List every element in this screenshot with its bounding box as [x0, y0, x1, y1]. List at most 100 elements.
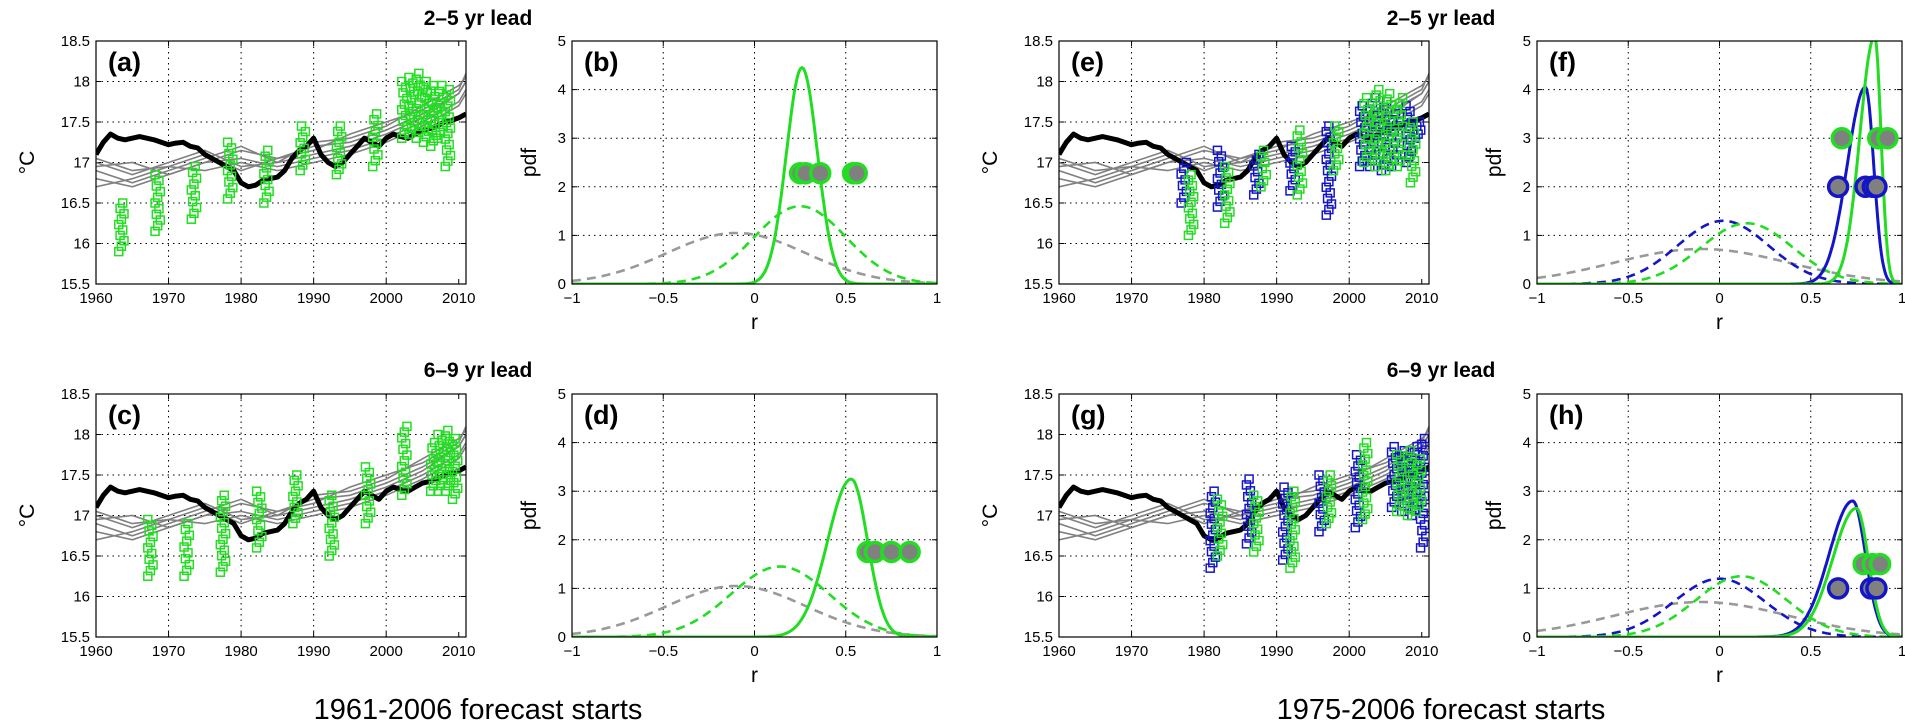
hindcast-marker-green: [1287, 502, 1298, 513]
y-tick-label: 18: [1036, 74, 1053, 91]
axes-frame: [571, 393, 938, 638]
correlation-marker-green: [880, 540, 903, 564]
hindcast-marker-green: [440, 431, 451, 441]
x-tick-label: 1970: [1115, 290, 1148, 307]
hindcast-marker-green: [1258, 145, 1269, 156]
hindcast-marker-green: [1183, 203, 1194, 213]
hindcast-marker-green: [1324, 486, 1334, 496]
hindcast-marker-green: [251, 486, 262, 496]
hindcast-marker-green: [1370, 161, 1380, 172]
hindcast-marker-green: [1393, 115, 1404, 126]
hindcast-marker-green: [447, 494, 458, 505]
hindcast-marker-green: [115, 230, 125, 241]
hindcast-marker-green: [360, 518, 371, 529]
pdf-curve-green-solid: [572, 65, 937, 284]
hindcast-marker-green: [1383, 160, 1394, 170]
x-tick-label: 1960: [79, 643, 112, 660]
y-axis-label: pdf: [518, 148, 541, 177]
y-tick-label: 5: [1523, 386, 1531, 403]
hindcast-marker-green: [441, 442, 452, 452]
hindcast-marker-blue: [1244, 503, 1254, 514]
hindcast-marker-blue: [1418, 537, 1428, 547]
hindcast-marker-green: [298, 160, 308, 170]
hindcast-marker-green: [222, 137, 233, 147]
hindcast-marker-green: [1382, 94, 1392, 104]
y-tick-label: 18.5: [61, 386, 90, 403]
y-tick-label: 4: [1523, 435, 1531, 452]
x-tick-label: 0.5: [835, 290, 856, 307]
hindcast-marker-blue: [1277, 527, 1288, 537]
hindcast-marker-green: [443, 128, 453, 139]
y-tick-label: 16.5: [1024, 548, 1053, 565]
x-axis-label: r: [1716, 311, 1723, 334]
hindcast-marker-green: [443, 425, 453, 436]
hindcast-marker-green: [1359, 128, 1369, 138]
correlation-marker-blue: [1865, 577, 1888, 600]
hindcast-marker-green: [251, 543, 262, 553]
hindcast-marker-green: [363, 513, 373, 523]
hindcast-marker-green: [183, 518, 193, 529]
hindcast-marker-green: [324, 523, 334, 534]
hindcast-marker-green: [402, 421, 412, 432]
hindcast-marker-green: [1286, 519, 1297, 529]
hindcast-marker-green: [151, 209, 162, 220]
hindcast-marker-blue: [1417, 439, 1427, 450]
hindcast-marker-green: [1405, 150, 1416, 160]
hindcast-marker-green: [145, 537, 156, 547]
hindcast-marker-green: [450, 489, 460, 499]
hindcast-marker-green: [1360, 481, 1370, 492]
hindcast-marker-green: [449, 477, 459, 488]
hindcast-marker-green: [116, 241, 127, 251]
hindcast-marker-green: [360, 462, 371, 472]
pdf-curve-blue-solid: [1537, 499, 1902, 637]
pdf-curve-green-solid: [572, 477, 937, 637]
hindcast-marker-green: [1383, 132, 1394, 143]
x-tick-label: 1: [933, 290, 941, 307]
hindcast-marker-green: [1222, 184, 1233, 194]
hindcast-marker-green: [1285, 563, 1295, 573]
y-tick-label: 18: [73, 427, 90, 444]
hindcast-marker-blue: [1321, 182, 1332, 193]
hindcast-marker-green: [145, 565, 156, 576]
hindcast-marker-green: [1331, 160, 1341, 170]
hindcast-marker-blue: [1418, 451, 1428, 461]
hindcast-marker-green: [1357, 459, 1368, 470]
hindcast-marker-green: [253, 497, 263, 508]
hindcast-marker-green: [371, 109, 382, 119]
y-tick-label: 4: [558, 82, 566, 99]
lead-title-bottom-right: 6–9 yr lead: [1387, 359, 1496, 382]
y-axis-label: °C: [979, 504, 1002, 528]
hindcast-marker-green: [189, 208, 199, 219]
hindcast-marker-green: [186, 214, 197, 224]
hindcast-marker-green: [441, 90, 452, 100]
hindcast-marker-green: [1394, 501, 1405, 511]
y-tick-label: 16.5: [61, 548, 90, 565]
x-tick-label: 0: [750, 643, 758, 660]
axes-frame: [1536, 40, 1903, 285]
hindcast-marker-green: [1361, 151, 1372, 162]
hindcast-marker-green: [1184, 214, 1195, 224]
y-axis-label: °C: [16, 504, 39, 528]
observed-line: [96, 464, 466, 543]
hindcast-marker-green: [260, 180, 270, 191]
axes-frame: [1058, 393, 1430, 638]
hindcast-marker-green: [1415, 454, 1425, 464]
y-tick-label: 0: [558, 629, 566, 646]
hindcast-marker-green: [1381, 110, 1391, 121]
hindcast-marker-green: [1328, 165, 1339, 176]
hindcast-marker-green: [1221, 201, 1231, 211]
panel-label: (g): [1071, 400, 1105, 430]
plot-area-f: [1537, 41, 1902, 284]
plot-area-c: [96, 421, 466, 581]
hindcast-marker-green: [370, 126, 381, 137]
x-tick-label: 0: [750, 290, 758, 307]
hindcast-marker-blue: [1414, 117, 1425, 127]
hindcast-marker-green: [292, 470, 302, 480]
hindcast-marker-green: [399, 427, 410, 437]
hindcast-marker-green: [1371, 145, 1381, 155]
y-tick-label: 15.5: [1024, 629, 1053, 646]
x-tick-label: 0.5: [1800, 643, 1821, 660]
panel-label: (e): [1071, 47, 1104, 77]
hindcast-marker-green: [1393, 461, 1403, 471]
hindcast-marker-green: [327, 490, 337, 500]
